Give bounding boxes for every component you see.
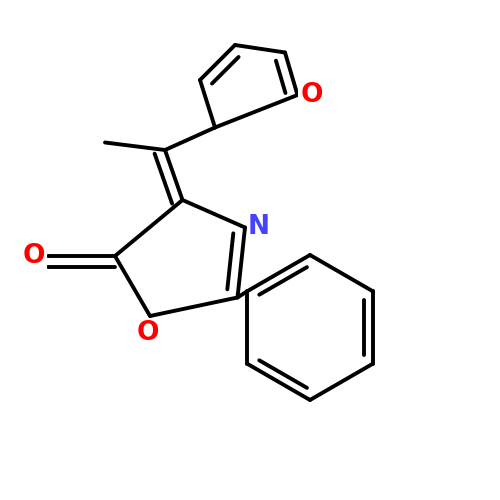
FancyBboxPatch shape <box>298 81 326 108</box>
Text: O: O <box>300 82 323 108</box>
FancyBboxPatch shape <box>246 215 272 240</box>
Text: O: O <box>136 320 159 346</box>
Text: N: N <box>248 214 270 240</box>
Text: O: O <box>22 243 45 269</box>
FancyBboxPatch shape <box>20 242 47 270</box>
FancyBboxPatch shape <box>134 320 161 347</box>
